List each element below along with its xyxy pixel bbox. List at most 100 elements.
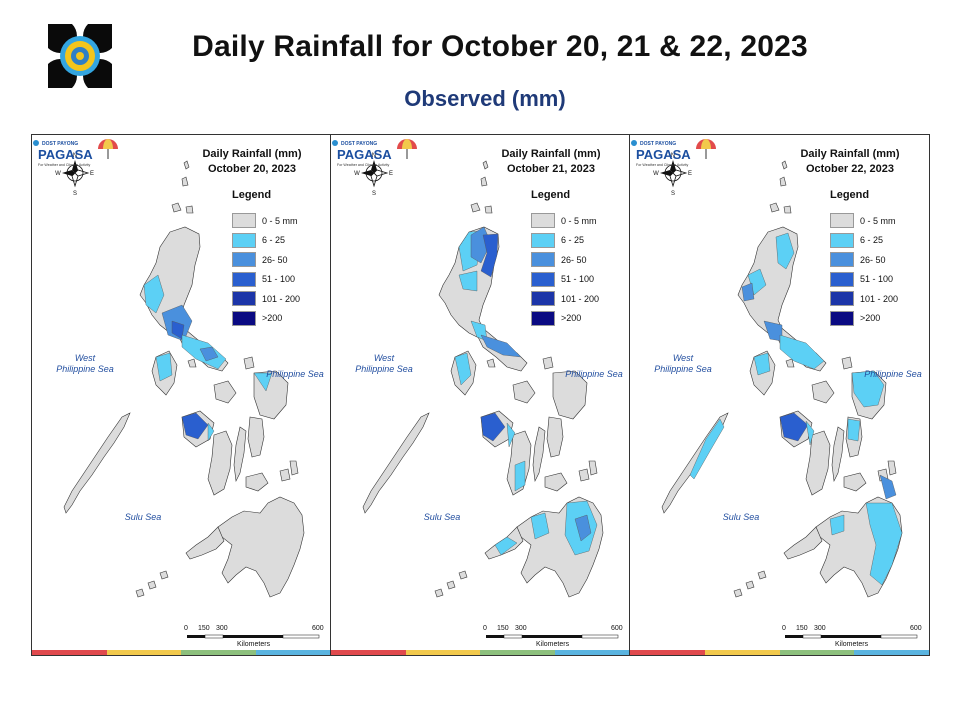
legend: 0 - 5 mm 6 - 25 26- 50 51 - 100 101 - 200 >20… [830,211,898,328]
philippines-map: N S E W [55,153,320,639]
legend-label: 6 - 25 [561,235,585,246]
rainfall-zone [865,502,903,586]
legend-swatch [531,271,555,287]
legend-item: >200 [830,309,898,329]
legend-title: Legend [232,189,272,201]
svg-text:For Weather and Climate Activi: For Weather and Climate Activity [636,163,688,167]
philippine-sea-label: Philippine Sea [565,369,623,379]
west-philippine-sea-label: West Philippine Sea [654,353,712,374]
rainfall-zone [253,372,273,392]
rainfall-zone [454,352,472,386]
legend-item: 101 - 200 [232,289,300,309]
rainfall-zone [143,274,165,314]
legend-swatch [830,310,854,326]
legend-swatch [830,252,854,268]
color-stripe [630,650,929,655]
stripe-segment [779,650,855,655]
svg-text:N: N [671,153,675,159]
philippines-map: N S E W [653,153,918,639]
scale-label-300: 300 [515,625,527,632]
island-bohol [544,472,568,492]
island-siargao [289,460,299,476]
legend-item: 51 - 100 [232,270,300,290]
legend-label: 0 - 5 mm [860,215,896,226]
island-catanduanes [243,356,255,370]
rainfall-zone [458,270,478,292]
svg-text:S: S [671,191,675,197]
legend-swatch [232,252,256,268]
legend: 0 - 5 mm 6 - 25 26- 50 51 - 100 101 - 200 >20… [232,211,300,328]
island-bohol-s [578,468,590,482]
svg-text:E: E [389,171,393,177]
island-siargao [887,460,897,476]
philippine-sea-label: Philippine Sea [864,369,922,379]
svg-text:W: W [653,171,659,177]
rainfall-zone [181,412,209,440]
stripe-segment [854,650,929,655]
island-catanduanes [542,356,554,370]
scale-label-150: 150 [497,625,509,632]
island-cebu [831,426,845,483]
legend-item: 101 - 200 [531,289,599,309]
legend-label: 26- 50 [561,254,587,265]
island-sulu [434,570,468,598]
island-leyte [247,416,265,458]
svg-text:W: W [354,171,360,177]
map-panel-date: October 20, 2023 [207,163,297,175]
legend-swatch [830,271,854,287]
rainfall-zone [480,334,522,358]
legend-label: 0 - 5 mm [561,215,597,226]
island-batanes [470,160,493,214]
pagasa-brand-logo: DOST PAYONG PAGASA For Weather and Clima… [631,139,716,167]
legend-item: 6 - 25 [232,231,300,251]
svg-text:W: W [55,171,61,177]
island-marinduque [785,358,795,368]
legend-swatch [531,252,555,268]
island-bohol-s [279,468,291,482]
rainfall-zone [480,412,506,442]
island-batanes [769,160,792,214]
map-panel-oct-20: N S E W Daily Rainfall (mm) October 20, 2… [32,135,331,655]
rainfall-zone [779,334,825,370]
legend-swatch [232,310,256,326]
legend-item: >200 [232,309,300,329]
island-negros [207,430,233,496]
legend-label: 101 - 200 [561,293,600,304]
rainfall-zone [155,352,173,382]
stripe-segment [331,650,406,655]
map-panel-oct-22: N S E W Daily Rainfall (mm) October 22, 2… [630,135,929,655]
scale-label-600: 600 [611,625,623,632]
legend-item: 51 - 100 [531,270,599,290]
legend-swatch [830,213,854,229]
scale-unit-label: Kilometers [237,641,271,648]
legend-item: 6 - 25 [830,231,898,251]
island-samar [552,370,588,420]
map-panel-oct-21: N S E W Daily Rainfall (mm) October 21, 2… [331,135,630,655]
rainfall-zone [506,422,516,448]
legend-title: Legend [531,189,571,201]
compass-rose-icon: N S E W [354,153,393,197]
island-siargao [588,460,598,476]
legend-label: 0 - 5 mm [262,215,298,226]
legend-item: 26- 50 [232,250,300,270]
island-masbate [213,380,237,404]
map-panel-title: Daily Rainfall (mm) [202,148,302,160]
legend-swatch [232,232,256,248]
rainfall-zone [775,232,795,270]
legend-item: >200 [531,309,599,329]
legend-swatch [232,213,256,229]
stripe-segment [255,650,330,655]
stripe-segment [554,650,629,655]
legend-label: 51 - 100 [262,274,296,285]
svg-text:For Weather and Climate Activi: For Weather and Climate Activity [38,163,90,167]
island-zamboanga [185,526,225,560]
legend-swatch [232,271,256,287]
legend-label: 101 - 200 [262,293,301,304]
west-philippine-sea-label: West Philippine Sea [56,353,114,374]
svg-text:S: S [372,191,376,197]
legend-item: 101 - 200 [830,289,898,309]
legend-swatch [531,213,555,229]
island-zamboanga [783,526,823,560]
color-stripe [32,650,330,655]
scale-label-300: 300 [814,625,826,632]
